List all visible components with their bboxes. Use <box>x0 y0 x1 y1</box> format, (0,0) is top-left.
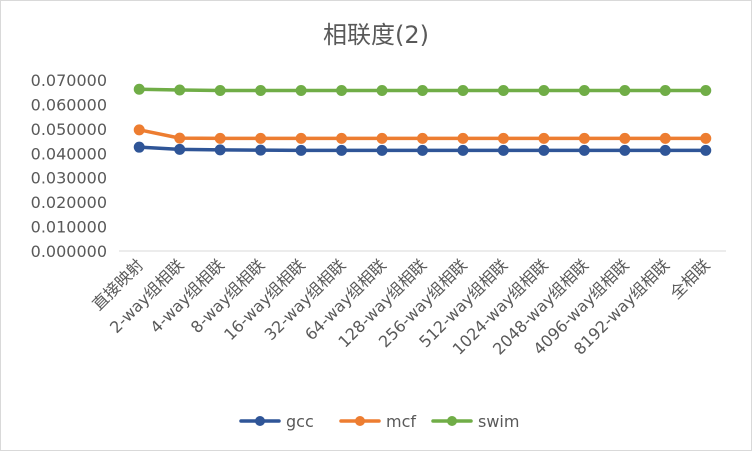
data-point <box>659 85 671 97</box>
data-point <box>497 132 509 144</box>
data-point <box>255 85 267 97</box>
data-point <box>336 132 348 144</box>
data-point <box>133 124 145 136</box>
data-point <box>659 144 671 156</box>
x-tick-label: 全相联 <box>666 255 713 302</box>
legend-label: gcc <box>286 412 314 431</box>
data-point <box>457 132 469 144</box>
y-tick-label: 0.060000 <box>31 95 107 114</box>
y-tick-label: 0.070000 <box>31 71 107 90</box>
data-point <box>295 85 307 97</box>
data-point <box>417 144 428 156</box>
data-point <box>295 144 307 156</box>
data-point <box>619 132 631 144</box>
y-tick-label: 0.050000 <box>31 120 107 139</box>
data-point <box>497 144 509 156</box>
data-point <box>578 85 590 97</box>
y-tick-label: 0.010000 <box>31 218 107 237</box>
data-point <box>538 144 550 156</box>
chart-title: 相联度(2) <box>323 21 429 49</box>
x-axis: 直接映射2-way组相联4-way组相联8-way组相联16-way组相联32-… <box>88 250 726 359</box>
y-tick-label: 0.030000 <box>31 169 107 188</box>
data-point <box>417 132 428 144</box>
data-point <box>700 144 712 156</box>
data-point <box>214 144 226 156</box>
y-tick-label: 0.000000 <box>31 242 107 261</box>
data-point <box>295 132 307 144</box>
series-swim <box>133 83 712 97</box>
data-point <box>336 144 348 156</box>
data-point <box>214 85 226 97</box>
data-point <box>376 132 388 144</box>
y-tick-label: 0.040000 <box>31 144 107 163</box>
data-point <box>133 83 145 95</box>
legend: gcc mcf swim <box>239 412 519 431</box>
data-point <box>538 132 550 144</box>
data-point <box>457 85 469 97</box>
data-point <box>174 132 186 144</box>
data-point <box>255 132 267 144</box>
legend-label: mcf <box>386 412 416 431</box>
data-point <box>174 143 186 155</box>
data-point <box>659 132 671 144</box>
legend-item: swim <box>431 412 519 431</box>
data-point <box>417 85 428 97</box>
data-point <box>578 132 590 144</box>
legend-swatch-marker <box>255 416 265 426</box>
y-axis: 0.000000 0.010000 0.020000 0.030000 0.040000… <box>31 71 107 261</box>
data-point <box>619 144 631 156</box>
series-layer <box>133 83 712 156</box>
data-point <box>214 132 226 144</box>
legend-label: swim <box>478 412 519 431</box>
data-point <box>700 132 712 144</box>
data-point <box>376 144 388 156</box>
series-gcc <box>133 141 712 156</box>
data-point <box>578 144 590 156</box>
series-mcf <box>133 124 712 144</box>
data-point <box>457 144 469 156</box>
data-point <box>255 144 267 156</box>
data-point <box>376 85 388 97</box>
y-tick-label: 0.020000 <box>31 193 107 212</box>
legend-swatch-marker <box>355 416 365 426</box>
data-point <box>538 85 550 97</box>
legend-swatch-marker <box>447 416 457 426</box>
legend-item: gcc <box>239 412 314 431</box>
data-point <box>133 141 145 153</box>
data-point <box>174 84 186 96</box>
data-point <box>619 85 631 97</box>
data-point <box>700 85 712 97</box>
legend-item: mcf <box>339 412 416 431</box>
data-point <box>336 85 348 97</box>
data-point <box>497 85 509 97</box>
